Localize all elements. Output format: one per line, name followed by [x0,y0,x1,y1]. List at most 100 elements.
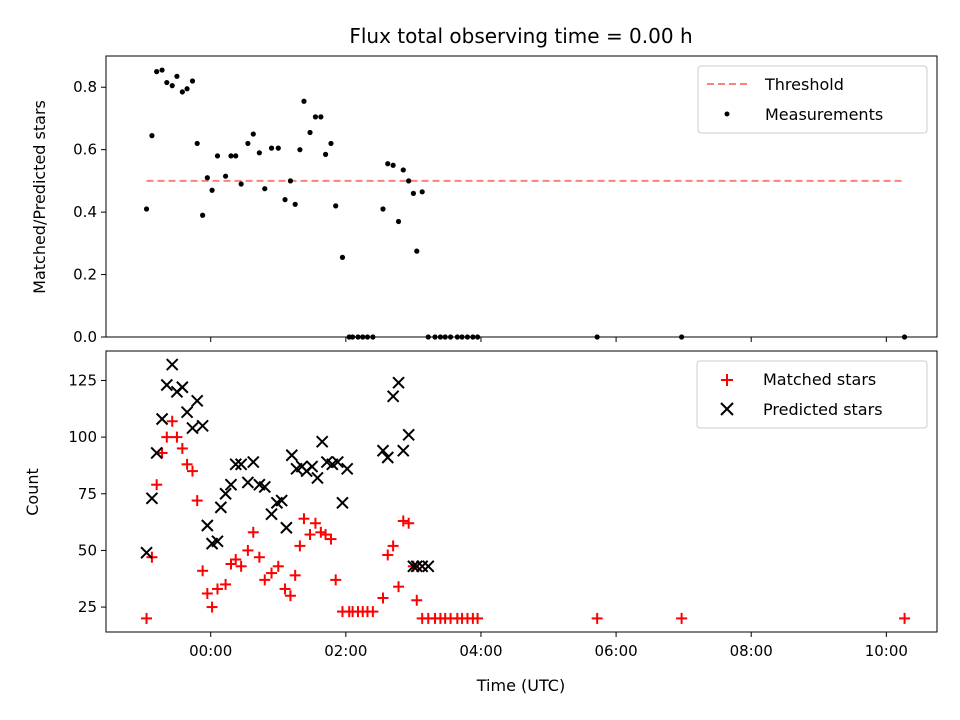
matched-star-point [397,515,409,527]
predicted-star-point [214,501,228,514]
predicted-star-point [315,435,329,448]
matched-star-point [279,583,291,595]
x-tick-label: 08:00 [730,642,773,660]
predicted-star-point [160,378,174,392]
top-x-ticks [210,337,887,342]
measurement-point [228,153,234,159]
matched-star-point [266,567,278,579]
matched-star-point [206,601,218,613]
matched-star-point [253,551,265,563]
predicted-star-point [422,560,435,573]
matched-star-point [309,517,321,529]
measurement-point [233,153,239,159]
measurement-point [390,162,396,168]
predicted-star-point [376,444,390,457]
matched-star-point [377,592,389,604]
matched-star-point [289,569,301,581]
measurement-point [282,197,288,203]
matched-star-point [403,517,415,529]
measurement-point [238,181,244,187]
predicted-star-point [219,487,232,500]
predicted-stars-points [140,358,435,573]
matched-star-point [166,415,178,427]
legend-threshold-label: Threshold [764,75,844,94]
measurement-point [292,201,298,207]
measurement-point [297,147,303,153]
predicted-star-point [201,519,214,532]
matched-star-point [676,612,688,624]
matched-star-point [899,612,911,624]
top-y-tick-label: 0.6 [73,141,97,159]
measurement-point [275,145,281,151]
predicted-star-point [402,428,415,442]
measurement-point [406,178,412,184]
predicted-star-point [340,462,354,476]
measurement-point [322,151,329,157]
predicted-star-point [180,405,194,419]
measurement-point [222,173,229,179]
predicted-star-point [191,394,204,408]
top-y-tick-label: 0.8 [73,78,97,96]
matched-star-point [242,544,254,556]
measurement-point [200,212,206,218]
predicted-star-point [211,535,224,548]
matched-star-point [171,431,183,443]
matched-star-point [284,590,296,602]
measurement-point [189,78,196,84]
matched-star-point [259,574,271,586]
matched-star-point [367,606,379,618]
predicted-star-point [166,358,179,371]
matched-star-point [591,612,603,624]
predicted-star-point [397,444,410,457]
matched-star-point [387,540,399,552]
matched-star-point [272,560,284,572]
measurement-point [174,73,180,79]
chart-title: Flux total observing time = 0.00 h [349,24,692,48]
measurement-point [154,69,160,75]
top-y-tick-label: 0.2 [73,266,97,284]
measurement-point [339,254,346,260]
predicted-star-point [241,476,255,489]
bottom-y-tick-label: 125 [68,371,97,389]
matched-star-point [161,431,173,443]
matched-stars-points [141,415,911,624]
predicted-star-point [407,560,420,573]
top-plot-frame [105,55,938,338]
x-tick-label: 02:00 [324,642,367,660]
top-legend-box [697,65,928,134]
predicted-star-point [305,460,319,473]
matched-star-point [151,479,163,491]
predicted-star-point [155,412,169,426]
legend-measurements-swatch [724,111,730,117]
predicted-star-point [311,471,324,485]
matched-star-point [382,549,394,561]
legend-matched-swatch [721,374,733,386]
matched-star-point [211,583,223,595]
matched-star-point [411,594,423,606]
top-y-tick-label: 0.0 [73,328,97,346]
matched-star-point [235,560,247,572]
top-legend: Threshold Measurements [697,65,928,134]
measurement-point [209,187,215,193]
predicted-star-point [265,507,278,521]
measurement-point [250,131,256,137]
measurement-point [184,86,190,92]
predicted-star-point [336,496,349,510]
predicted-star-point [196,419,209,432]
measurement-point [312,114,319,120]
bottom-y-tick-label: 100 [68,428,97,446]
measurement-point [301,98,307,104]
measurement-point [169,83,175,89]
predicted-star-point [229,458,242,471]
predicted-star-point [410,560,423,573]
bottom-y-axis-label: Count [23,468,42,516]
predicted-star-point [285,449,298,462]
predicted-star-point [176,381,189,394]
matched-star-point [141,612,153,624]
measurement-point [268,145,275,151]
bottom-panel: 25 50 75 100 125 00:00 02:00 04:00 06:00 08:00 10… [23,350,938,695]
bottom-y-tick-label: 50 [78,541,97,559]
measurement-point [149,133,155,139]
predicted-star-point [140,546,153,559]
